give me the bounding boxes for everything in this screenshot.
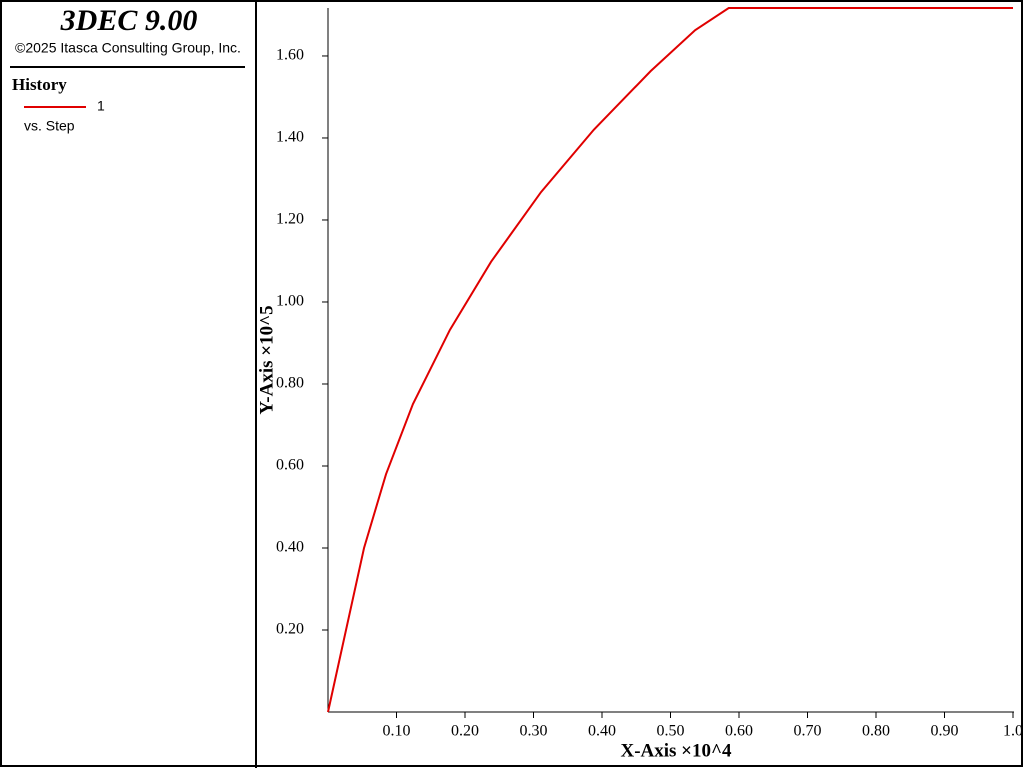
- y-tick-label: 1.20: [276, 211, 304, 228]
- y-tick-label: 1.00: [276, 293, 304, 310]
- x-tick-label: 0.90: [931, 723, 959, 740]
- x-tick-label: 0.30: [520, 723, 548, 740]
- x-tick-label: 0.50: [657, 723, 685, 740]
- legend-label: 1: [97, 98, 105, 114]
- subtitle: ©2025 Itasca Consulting Group, Inc.: [15, 40, 241, 56]
- y-tick-label: 1.60: [276, 47, 304, 64]
- y-tick-label: 0.20: [276, 621, 304, 638]
- chart-title: 3DEC 9.00: [60, 4, 198, 37]
- x-tick-label: 1.0: [1003, 723, 1023, 740]
- x-tick-label: 0.70: [794, 723, 822, 740]
- legend-note: vs. Step: [24, 118, 75, 134]
- x-tick-label: 0.20: [451, 723, 479, 740]
- x-tick-label: 0.40: [588, 723, 616, 740]
- y-axis-label: Y-Axis ×10^5: [256, 305, 277, 414]
- x-tick-label: 0.10: [383, 723, 411, 740]
- x-axis-label: X-Axis ×10^4: [620, 740, 732, 761]
- y-tick-label: 0.60: [276, 457, 304, 474]
- x-tick-label: 0.60: [725, 723, 753, 740]
- y-tick-label: 0.40: [276, 539, 304, 556]
- x-tick-label: 0.80: [862, 723, 890, 740]
- y-tick-label: 0.80: [276, 375, 304, 392]
- legend-title: History: [12, 75, 67, 94]
- y-tick-label: 1.40: [276, 129, 304, 146]
- series-line: [327, 7, 1013, 713]
